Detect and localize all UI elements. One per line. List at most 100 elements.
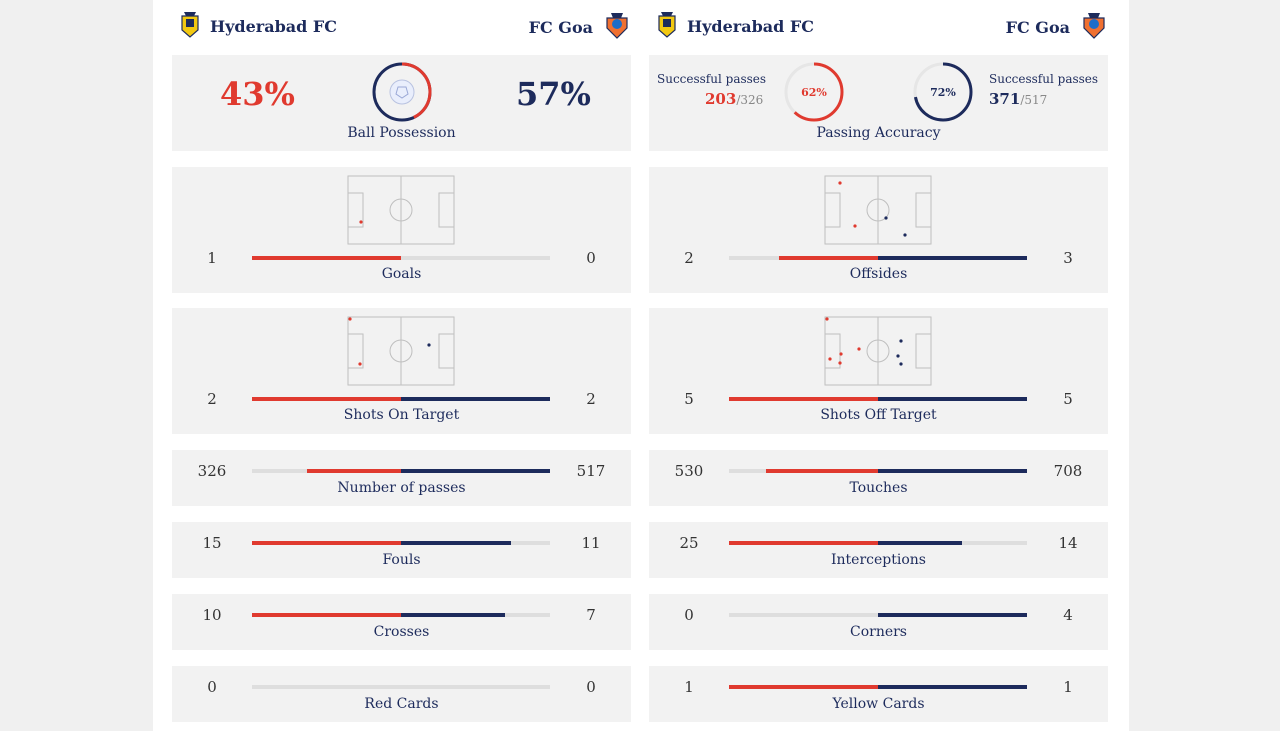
right-column: Hyderabad FC FC Goa Successful passes 20… <box>649 0 1108 722</box>
offsides-home: 2 <box>684 249 694 267</box>
fouls-bar <box>252 541 550 545</box>
home-team-name-2: Hyderabad FC <box>687 16 814 36</box>
red-cards-label: Red Cards <box>364 696 439 712</box>
touches-label: Touches <box>849 480 908 496</box>
passes-home: 326 <box>197 462 227 480</box>
corners-away: 4 <box>1063 606 1073 624</box>
interceptions-card: 25 14 Interceptions <box>649 522 1108 578</box>
shots-on-home: 2 <box>207 390 217 408</box>
touches-bar <box>729 469 1027 473</box>
passes-label: Number of passes <box>337 480 466 496</box>
home-accuracy-ring: 62% <box>784 62 844 122</box>
home-team-2: Hyderabad FC <box>657 10 814 42</box>
red-cards-bar <box>252 685 550 689</box>
team-header-2: Hyderabad FC FC Goa <box>649 0 1108 48</box>
shots-on-label: Shots On Target <box>343 407 460 423</box>
possession-label: Ball Possession <box>347 125 456 141</box>
home-pass-made: 203 <box>705 90 737 108</box>
crosses-card: 10 7 Crosses <box>172 594 631 650</box>
red-cards-home: 0 <box>207 678 217 696</box>
home-pass-caption: Successful passes <box>657 72 767 86</box>
shots-on-bar <box>252 397 550 401</box>
away-pass-made: 371 <box>989 90 1021 108</box>
home-team: Hyderabad FC <box>180 10 337 42</box>
goals-home: 1 <box>207 249 217 267</box>
touches-card: 530 708 Touches <box>649 450 1108 506</box>
shots-off-card: 5 5 Shots Off Target <box>649 308 1108 434</box>
offsides-label: Offsides <box>849 266 908 282</box>
possession-ring <box>372 62 432 122</box>
touches-away: 708 <box>1053 462 1083 480</box>
goa-crest-icon <box>603 10 631 44</box>
shots-off-pitch <box>824 316 932 386</box>
hyderabad-crest-icon <box>180 10 200 42</box>
fouls-away: 11 <box>581 534 601 552</box>
interceptions-bar <box>729 541 1027 545</box>
home-possession: 43% <box>220 75 295 113</box>
crosses-label: Crosses <box>373 624 430 640</box>
offsides-card: 2 3 Offsides <box>649 167 1108 293</box>
yellow-cards-away: 1 <box>1063 678 1073 696</box>
goals-bar <box>252 256 550 260</box>
passes-bar <box>252 469 550 473</box>
yellow-cards-home: 1 <box>684 678 694 696</box>
red-cards-away: 0 <box>586 678 596 696</box>
passes-away: 517 <box>576 462 606 480</box>
away-accuracy-pct: 72% <box>930 86 956 99</box>
away-pass-total: /517 <box>1020 93 1048 107</box>
goals-label: Goals <box>381 266 422 282</box>
passing-label: Passing Accuracy <box>816 125 941 141</box>
left-column: Hyderabad FC FC Goa 43% 57% Ball Possess… <box>172 0 631 722</box>
fouls-card: 15 11 Fouls <box>172 522 631 578</box>
shots-on-pitch <box>347 316 455 386</box>
yellow-cards-card: 1 1 Yellow Cards <box>649 666 1108 722</box>
crosses-bar <box>252 613 550 617</box>
corners-label: Corners <box>849 624 907 640</box>
goals-pitch <box>347 175 455 245</box>
football-icon <box>389 79 415 105</box>
home-pass-count: 203/326 <box>705 90 763 108</box>
away-team-name-2: FC Goa <box>1005 17 1070 37</box>
goals-card: 1 0 Goals <box>172 167 631 293</box>
shots-off-away: 5 <box>1063 390 1073 408</box>
hyderabad-crest-icon <box>657 10 677 42</box>
away-pass-count: 371/517 <box>989 90 1047 108</box>
away-team: FC Goa <box>529 10 631 44</box>
away-team-name: FC Goa <box>528 17 593 37</box>
offsides-bar <box>729 256 1027 260</box>
interceptions-away: 14 <box>1058 534 1078 552</box>
offsides-pitch <box>824 175 932 245</box>
goals-away: 0 <box>586 249 596 267</box>
corners-home: 0 <box>684 606 694 624</box>
home-pass-total: /326 <box>736 93 764 107</box>
shots-off-bar <box>729 397 1027 401</box>
shots-off-label: Shots Off Target <box>820 407 937 423</box>
team-header: Hyderabad FC FC Goa <box>172 0 631 48</box>
away-possession: 57% <box>516 75 591 113</box>
yellow-cards-bar <box>729 685 1027 689</box>
shots-on-card: 2 2 Shots On Target <box>172 308 631 434</box>
home-accuracy-pct: 62% <box>801 86 827 99</box>
crosses-away: 7 <box>586 606 596 624</box>
home-team-name: Hyderabad FC <box>210 16 337 36</box>
red-cards-card: 0 0 Red Cards <box>172 666 631 722</box>
interceptions-label: Interceptions <box>831 552 926 568</box>
fouls-home: 15 <box>202 534 222 552</box>
shots-off-home: 5 <box>684 390 694 408</box>
passes-card: 326 517 Number of passes <box>172 450 631 506</box>
interceptions-home: 25 <box>679 534 699 552</box>
passing-card: Successful passes 203/326 62% 72% Succes… <box>649 55 1108 151</box>
offsides-away: 3 <box>1063 249 1073 267</box>
corners-bar <box>729 613 1027 617</box>
touches-home: 530 <box>674 462 704 480</box>
goa-crest-icon <box>1080 10 1108 44</box>
away-team-2: FC Goa <box>1006 10 1108 44</box>
away-pass-caption: Successful passes <box>989 72 1099 86</box>
possession-card: 43% 57% Ball Possession <box>172 55 631 151</box>
shots-on-away: 2 <box>586 390 596 408</box>
fouls-label: Fouls <box>382 552 421 568</box>
yellow-cards-label: Yellow Cards <box>832 696 925 712</box>
crosses-home: 10 <box>202 606 222 624</box>
corners-card: 0 4 Corners <box>649 594 1108 650</box>
away-accuracy-ring: 72% <box>913 62 973 122</box>
